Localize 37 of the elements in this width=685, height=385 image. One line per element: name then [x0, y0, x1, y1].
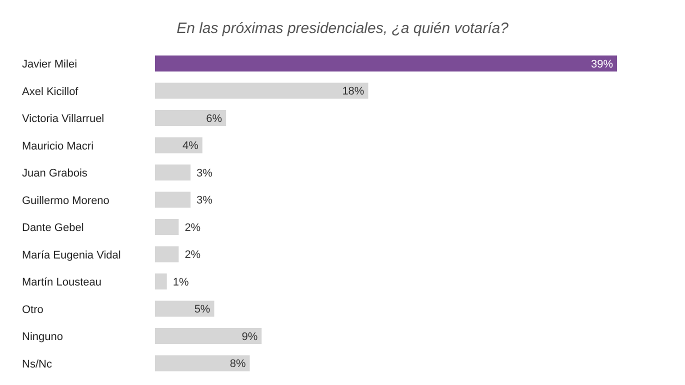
data-label: 1%: [172, 276, 189, 288]
y-tick-label: Javier Milei: [22, 58, 78, 71]
data-label: 2%: [184, 249, 201, 262]
data-label: 4%: [182, 140, 199, 152]
data-label: 8%: [230, 358, 246, 370]
y-tick-label: Juan Grabois: [22, 168, 88, 180]
data-label: 9%: [242, 330, 258, 343]
y-tick-label: Mauricio Macri: [22, 140, 94, 152]
bar: [155, 82, 368, 99]
y-tick-label: Dante Gebel: [22, 222, 84, 234]
bar: [155, 164, 191, 180]
y-tick-label: Guillermo Moreno: [22, 194, 110, 207]
y-tick-label: Otro: [22, 304, 44, 316]
y-tick-label: Victoria Villarruel: [22, 113, 104, 126]
data-label: 3%: [196, 194, 213, 207]
bar: [155, 218, 179, 235]
y-tick-label: Axel Kicillof: [22, 86, 80, 98]
bar: [155, 192, 191, 208]
chart-title: En las próximas presidenciales, ¿a quién votaría?: [176, 19, 510, 39]
data-label: 39%: [590, 58, 614, 70]
y-tick-label: Ninguno: [22, 331, 63, 344]
data-label: 3%: [196, 167, 213, 180]
y-tick-label: María Eugenia Vidal: [22, 249, 121, 262]
data-label: 18%: [342, 86, 364, 98]
data-label: 2%: [184, 222, 201, 234]
y-tick-label: Martín Lousteau: [22, 276, 102, 289]
bar: [155, 328, 262, 344]
bar: [155, 300, 214, 317]
bar: [155, 355, 250, 372]
y-tick-label: Ns/Nc: [22, 358, 52, 370]
data-label: 5%: [194, 304, 210, 316]
data-label: 6%: [206, 112, 222, 125]
bar: [155, 273, 167, 290]
bar: [155, 137, 202, 154]
bar: [155, 246, 179, 262]
bar: [155, 110, 226, 126]
bar: [155, 55, 617, 72]
